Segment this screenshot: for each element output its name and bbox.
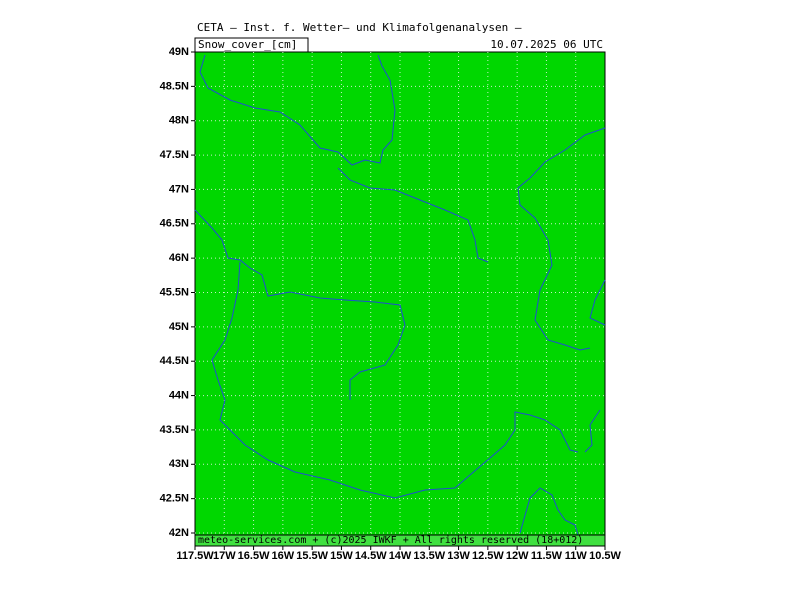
variable-label: Snow_cover_[cm] [198,38,297,51]
coastline [517,127,606,351]
coastline [519,487,579,536]
coastline [211,261,579,499]
axes: 49N 48.5N 48N 47.5N 47N 46.5N 46N 45.5N 45N 44.5N… [160,46,622,562]
coastline [584,409,601,453]
lon-label: 13W [447,550,470,562]
lat-label: 46N [169,252,189,264]
lon-label: 16W [272,550,295,562]
lon-label: 10.5W [589,550,621,562]
lat-label: 45N [169,321,189,333]
header: CETA — Inst. f. Wetter— und Klimafolgena… [197,21,522,34]
lon-label: 13.5W [413,550,445,562]
lat-label: 44.5N [160,355,189,367]
coastline [199,54,396,166]
lat-label: 48N [169,115,189,127]
lat-label: 48.5N [160,80,189,92]
lat-label: 45.5N [160,286,189,298]
lat-label: 44N [169,389,189,401]
lon-label: 14.5W [355,550,387,562]
lat-label: 43N [169,458,189,470]
map-area [194,51,606,547]
lon-label: 15W [330,550,353,562]
lon-label: 11.5W [531,550,563,562]
lat-label: 43.5N [160,424,189,436]
grid [195,52,605,546]
lat-label: 42.5N [160,493,189,505]
footer: meteo-services.com + (c)2025 IWKF + All … [198,535,583,546]
lon-label: 15.5W [296,550,328,562]
lat-label: 47.5N [160,149,189,161]
lon-label: 117.5W [176,550,214,562]
lon-label: 11W [565,550,588,562]
coastline [194,209,406,400]
lat-label: 49N [169,46,189,58]
lon-label: 12.5W [472,550,504,562]
lon-label: 16.5W [238,550,270,562]
lat-label: 42N [169,527,189,539]
lon-label: 17W [213,550,236,562]
coastline [589,279,606,326]
lon-label: 14W [389,550,412,562]
coastlines [194,54,606,536]
lat-label: 46.5N [160,218,189,230]
lon-label: 12W [506,550,529,562]
lat-label: 47N [169,183,189,195]
datetime: 10.07.2025 06 UTC [490,38,603,51]
coastline [337,167,489,263]
